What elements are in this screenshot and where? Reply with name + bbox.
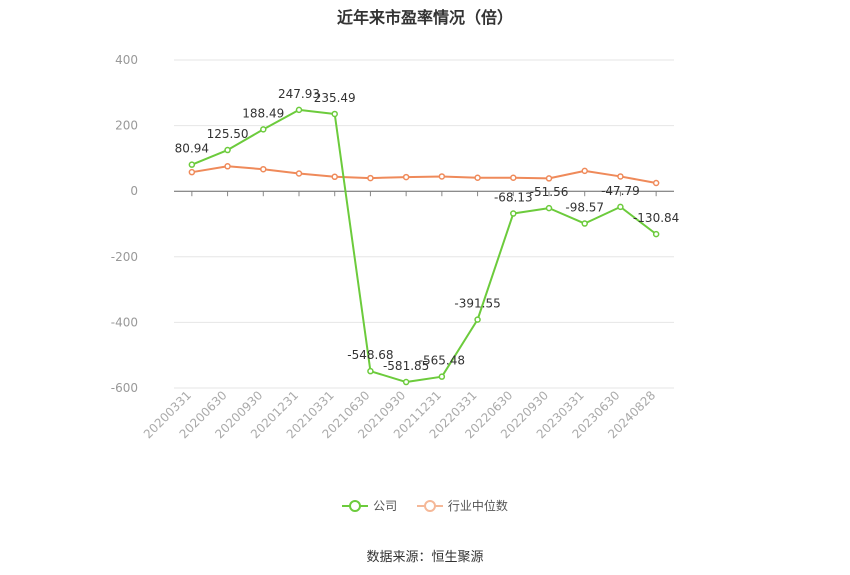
company-data-point <box>224 146 231 154</box>
y-tick-label: -600 <box>111 381 138 395</box>
industry-median-data-point <box>617 173 624 180</box>
company-data-label: -548.68 <box>347 348 393 362</box>
company-data-point <box>545 204 553 212</box>
company-data-point <box>474 316 481 323</box>
industry-median-data-point <box>295 170 303 177</box>
company-data-point <box>652 230 660 238</box>
y-tick-label: -400 <box>111 315 138 329</box>
industry-median-data-point <box>581 167 588 175</box>
industry-median-data-point <box>652 179 660 187</box>
company-data-label: -130.84 <box>633 211 679 225</box>
company-data-point <box>402 378 410 386</box>
company-series-line <box>191 108 657 384</box>
company-data-label: 188.49 <box>242 106 284 120</box>
industry-median-data-point <box>510 174 517 182</box>
y-tick-label: 400 <box>115 53 138 67</box>
company-data-point <box>367 367 374 375</box>
company-data-point <box>260 126 267 133</box>
company-data-point <box>581 220 588 227</box>
company-data-point <box>510 210 517 217</box>
legend-industry-median-marker <box>416 499 443 513</box>
company-data-label: -47.79 <box>601 184 640 198</box>
industry-median-data-point <box>438 173 446 180</box>
y-tick-label: 200 <box>115 119 138 133</box>
company-data-label: -581.85 <box>383 359 429 373</box>
legend-item-company[interactable]: 公司 <box>342 497 397 514</box>
company-data-label: 125.50 <box>207 127 249 141</box>
company-data-label: -565.48 <box>419 354 465 368</box>
y-tick-label: 0 <box>130 184 138 198</box>
chart-legend: 公司 行业中位数 <box>0 497 850 516</box>
company-data-point <box>438 373 446 380</box>
industry-median-data-point <box>545 175 553 182</box>
y-tick-label: -200 <box>111 250 138 264</box>
industry-median-data-point <box>367 174 374 182</box>
company-data-label: 247.93 <box>278 87 320 101</box>
industry-median-data-point <box>402 173 410 181</box>
legend-company-label: 公司 <box>373 499 398 513</box>
legend-item-industry-median[interactable]: 行业中位数 <box>416 497 508 514</box>
company-data-label: -391.55 <box>454 297 500 311</box>
legend-company-marker <box>342 499 369 513</box>
data-source-note: 数据来源：恒生聚源 <box>366 550 484 565</box>
industry-median-data-point <box>331 173 338 181</box>
company-data-label: 80.94 <box>175 142 209 156</box>
company-data-label: 235.49 <box>314 91 356 105</box>
company-data-point <box>295 106 303 114</box>
chart-title: 近年来市盈率情况（倍） <box>336 8 513 27</box>
industry-median-data-point <box>474 174 481 182</box>
company-data-label: -68.13 <box>494 191 533 205</box>
company-data-label: -98.57 <box>565 201 604 215</box>
company-data-point <box>188 161 196 168</box>
legend-industry-median-label: 行业中位数 <box>447 499 508 513</box>
company-data-label: -51.56 <box>530 185 569 199</box>
industry-median-data-point <box>224 163 231 170</box>
industry-median-data-point <box>188 168 196 176</box>
company-data-point <box>617 203 624 211</box>
industry-median-series-line <box>191 165 657 184</box>
industry-median-data-point <box>260 165 267 173</box>
company-data-point <box>331 110 338 118</box>
